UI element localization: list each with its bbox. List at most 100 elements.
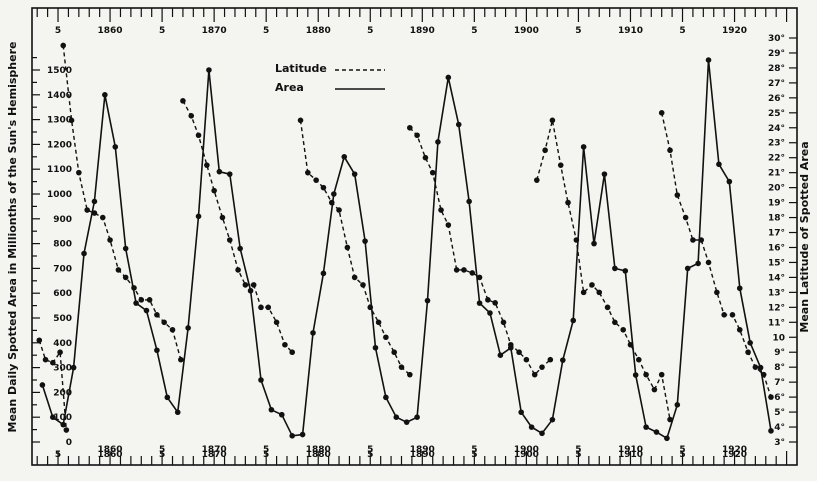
year-label: 5 — [159, 445, 165, 455]
area-point — [372, 344, 379, 351]
latitude-point — [242, 282, 249, 288]
year-label: 1880 — [306, 445, 331, 455]
latitude-point — [453, 267, 460, 273]
latitude-point — [344, 244, 351, 251]
latitude-point — [305, 169, 311, 176]
right-tick-label: 19° — [768, 199, 785, 209]
latitude-point — [226, 237, 233, 243]
latitude-point — [154, 312, 160, 318]
area-point — [570, 317, 577, 324]
bottom-year-label: 1900 — [514, 450, 539, 460]
area-point — [60, 421, 67, 428]
bottom-year-label: 5 — [263, 450, 269, 460]
right-tick-label: 21° — [768, 169, 785, 179]
area-point — [622, 268, 629, 274]
right-tick-label: 5° — [774, 408, 785, 418]
area-point — [341, 154, 348, 160]
latitude-point — [445, 222, 452, 228]
left-tick-label: 900 — [53, 215, 72, 225]
area-point — [154, 347, 160, 354]
latitude-point — [195, 132, 202, 139]
area-point — [331, 191, 337, 197]
area-point — [164, 394, 171, 401]
latitude-point — [721, 312, 727, 318]
latitude-point — [500, 319, 507, 326]
latitude-point — [36, 337, 43, 344]
area-point — [278, 411, 285, 418]
area-point — [362, 238, 368, 244]
area-point — [674, 402, 681, 408]
area-point — [195, 213, 202, 220]
legend-area-label: Area — [275, 81, 304, 94]
area-point — [102, 92, 108, 98]
latitude-point — [635, 356, 642, 363]
latitude-point — [235, 267, 241, 273]
area-point — [70, 364, 77, 371]
year-label: 1860 — [98, 445, 123, 455]
latitude-point — [169, 326, 176, 333]
area-point — [601, 171, 608, 177]
latitude-point — [658, 110, 665, 116]
year-label: 1920 — [722, 445, 747, 455]
latitude-point — [375, 319, 382, 326]
top-year-label: 1870 — [202, 26, 227, 36]
area-point — [299, 431, 306, 438]
plot-frame — [31, 7, 798, 466]
area-point — [716, 161, 722, 168]
top-year-label: 5 — [263, 26, 269, 36]
area-point — [216, 168, 223, 175]
area-point — [747, 340, 753, 346]
area-point — [237, 245, 243, 252]
latitude-point — [99, 214, 106, 221]
latitude-point — [705, 259, 712, 266]
right-tick-label: 17° — [768, 229, 785, 239]
latitude-point — [258, 304, 264, 311]
latitude-point — [367, 304, 374, 311]
latitude-point — [250, 282, 257, 288]
right-tick-label: 13° — [768, 288, 785, 298]
bottom-year-label: 1890 — [410, 450, 435, 460]
latitude-point — [682, 214, 689, 221]
latitude-point — [533, 177, 540, 183]
latitude-point — [429, 169, 436, 176]
area-point — [757, 364, 764, 371]
latitude-point — [604, 304, 611, 311]
bottom-year-label: 1920 — [722, 450, 747, 460]
latitude-point — [674, 192, 681, 198]
latitude-point — [146, 297, 153, 303]
left-tick-label: 700 — [53, 264, 72, 274]
area-point — [705, 57, 712, 63]
right-tick-label: 23° — [768, 139, 785, 149]
left-tick-label: 500 — [53, 314, 72, 324]
left-tick-label: 600 — [53, 289, 72, 299]
latitude-point — [131, 285, 137, 291]
latitude-point — [84, 207, 90, 213]
area-point — [736, 285, 743, 292]
latitude-point — [138, 297, 145, 303]
area-point — [50, 414, 56, 421]
latitude-point — [492, 300, 498, 306]
latitude-point — [57, 349, 63, 356]
latitude-point — [320, 184, 327, 191]
area-point — [174, 409, 181, 416]
area-point — [560, 357, 566, 363]
area-point — [403, 419, 410, 425]
area-point — [455, 121, 462, 128]
bottom-year-label: 5 — [367, 450, 373, 460]
latitude-point — [360, 282, 366, 288]
area-point — [247, 287, 254, 294]
latitude-point — [115, 267, 122, 273]
latitude-point — [714, 289, 720, 296]
latitude-point — [667, 416, 673, 423]
latitude-point — [690, 237, 696, 243]
area-point — [206, 67, 212, 73]
latitude-series-line — [299, 120, 411, 376]
bottom-year-label: 5 — [55, 450, 61, 460]
latitude-point — [620, 326, 626, 333]
latitude-point — [542, 147, 548, 154]
left-tick-label: 1400 — [47, 91, 72, 101]
area-point — [591, 240, 597, 247]
latitude-point — [531, 371, 538, 378]
area-point — [112, 144, 119, 150]
latitude-point — [180, 98, 186, 104]
